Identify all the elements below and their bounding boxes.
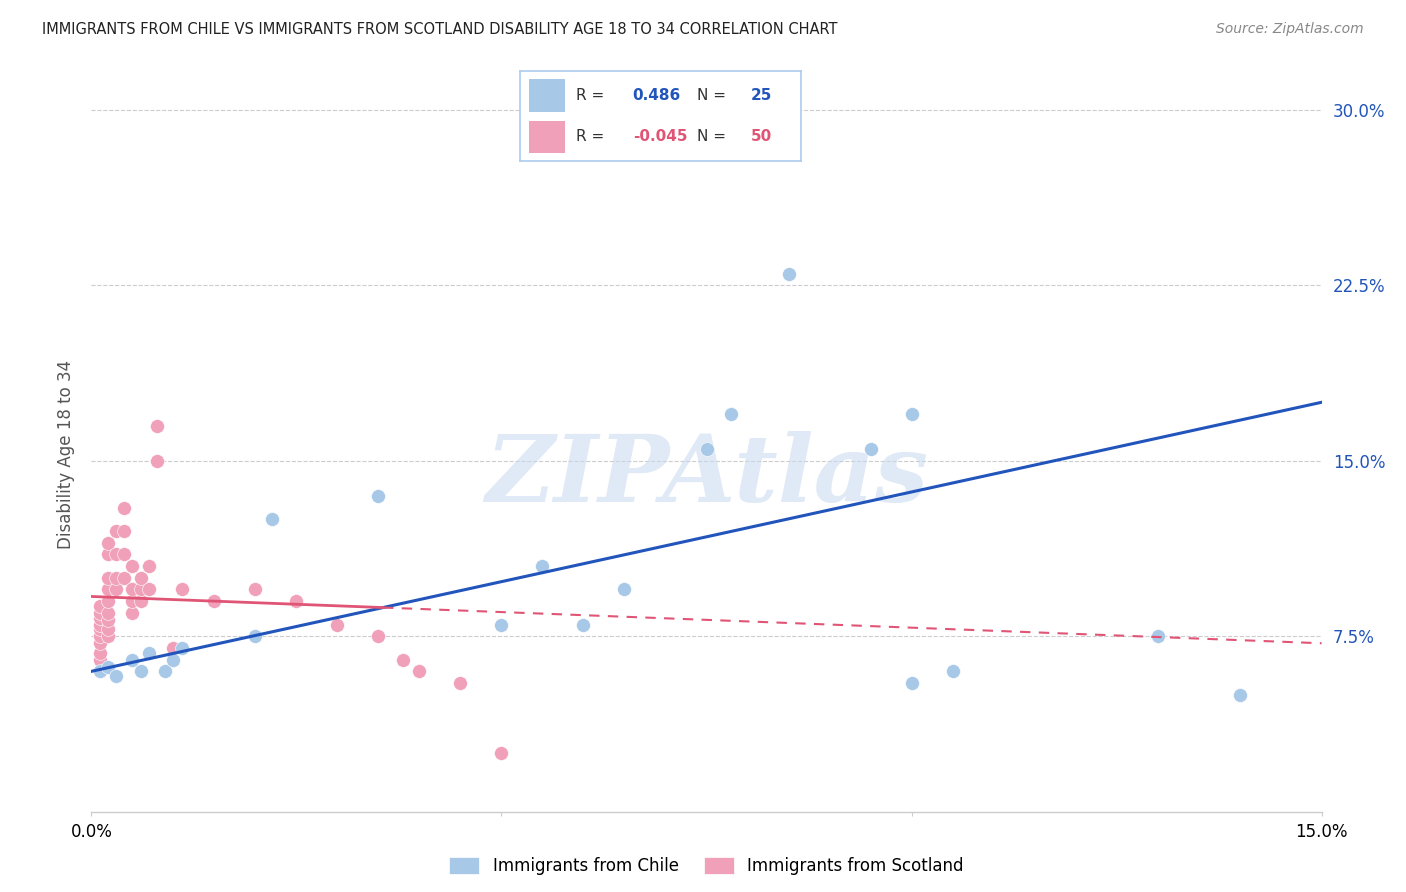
Point [162, 653, 184, 667]
Bar [529, 79, 565, 112]
Point [89, 665, 111, 679]
Point [900, 676, 922, 690]
Point [121, 594, 143, 608]
Point [695, 442, 717, 456]
Point [245, 582, 267, 597]
Text: IMMIGRANTS FROM CHILE VS IMMIGRANTS FROM SCOTLAND DISABILITY AGE 18 TO 34 CORREL: IMMIGRANTS FROM CHILE VS IMMIGRANTS FROM… [42, 22, 838, 37]
Point [121, 653, 143, 667]
Point [138, 646, 160, 660]
Point [89, 610, 111, 624]
Point [170, 582, 193, 597]
Point [89, 646, 111, 660]
Point [89, 653, 111, 667]
Point [97, 582, 120, 597]
Point [859, 442, 882, 456]
Bar [529, 121, 565, 153]
Point [129, 571, 152, 585]
Point [89, 629, 111, 643]
Text: R =: R = [576, 129, 605, 144]
Text: Source: ZipAtlas.com: Source: ZipAtlas.com [1216, 22, 1364, 37]
Text: 50: 50 [751, 129, 772, 144]
Point [89, 622, 111, 636]
Point [285, 594, 308, 608]
Point [112, 571, 135, 585]
Text: -0.045: -0.045 [633, 129, 688, 144]
Point [260, 512, 283, 526]
Point [97, 622, 120, 636]
Legend: Immigrants from Chile, Immigrants from Scotland: Immigrants from Chile, Immigrants from S… [450, 856, 963, 875]
Point [162, 640, 184, 655]
Point [202, 594, 225, 608]
Point [1146, 629, 1168, 643]
Point [121, 606, 143, 620]
Point [97, 659, 120, 673]
Text: R =: R = [576, 88, 605, 103]
Point [531, 559, 554, 574]
Point [942, 665, 965, 679]
Point [105, 669, 127, 683]
Point [138, 582, 160, 597]
Text: N =: N = [697, 129, 727, 144]
Point [89, 606, 111, 620]
Point [449, 676, 471, 690]
Point [572, 126, 595, 140]
Point [112, 547, 135, 561]
Point [392, 653, 415, 667]
Point [491, 617, 513, 632]
Point [89, 636, 111, 650]
Point [97, 613, 120, 627]
Point [129, 594, 152, 608]
Point [97, 547, 120, 561]
Point [97, 535, 120, 549]
Text: ZIPAtlas: ZIPAtlas [485, 432, 928, 521]
Point [112, 500, 135, 515]
Text: 25: 25 [751, 88, 772, 103]
Point [613, 582, 636, 597]
Point [408, 665, 430, 679]
Point [138, 559, 160, 574]
Point [121, 582, 143, 597]
Point [97, 606, 120, 620]
Point [89, 599, 111, 613]
Text: 0.486: 0.486 [633, 88, 681, 103]
Point [121, 559, 143, 574]
Point [97, 594, 120, 608]
Point [720, 407, 742, 421]
Point [326, 617, 349, 632]
Point [367, 629, 389, 643]
Point [129, 665, 152, 679]
Point [89, 665, 111, 679]
Point [97, 571, 120, 585]
Y-axis label: Disability Age 18 to 34: Disability Age 18 to 34 [56, 360, 75, 549]
Point [572, 617, 595, 632]
Point [105, 571, 127, 585]
Point [153, 665, 177, 679]
Text: N =: N = [697, 88, 727, 103]
Point [367, 489, 389, 503]
Point [491, 746, 513, 760]
Point [89, 617, 111, 632]
Point [245, 629, 267, 643]
Point [900, 407, 922, 421]
Point [105, 524, 127, 538]
Point [97, 629, 120, 643]
Point [105, 547, 127, 561]
Point [112, 524, 135, 538]
Point [146, 454, 169, 468]
Point [1229, 688, 1251, 702]
Point [146, 418, 169, 433]
Point [105, 582, 127, 597]
Point [129, 582, 152, 597]
Point [170, 640, 193, 655]
Point [778, 267, 800, 281]
